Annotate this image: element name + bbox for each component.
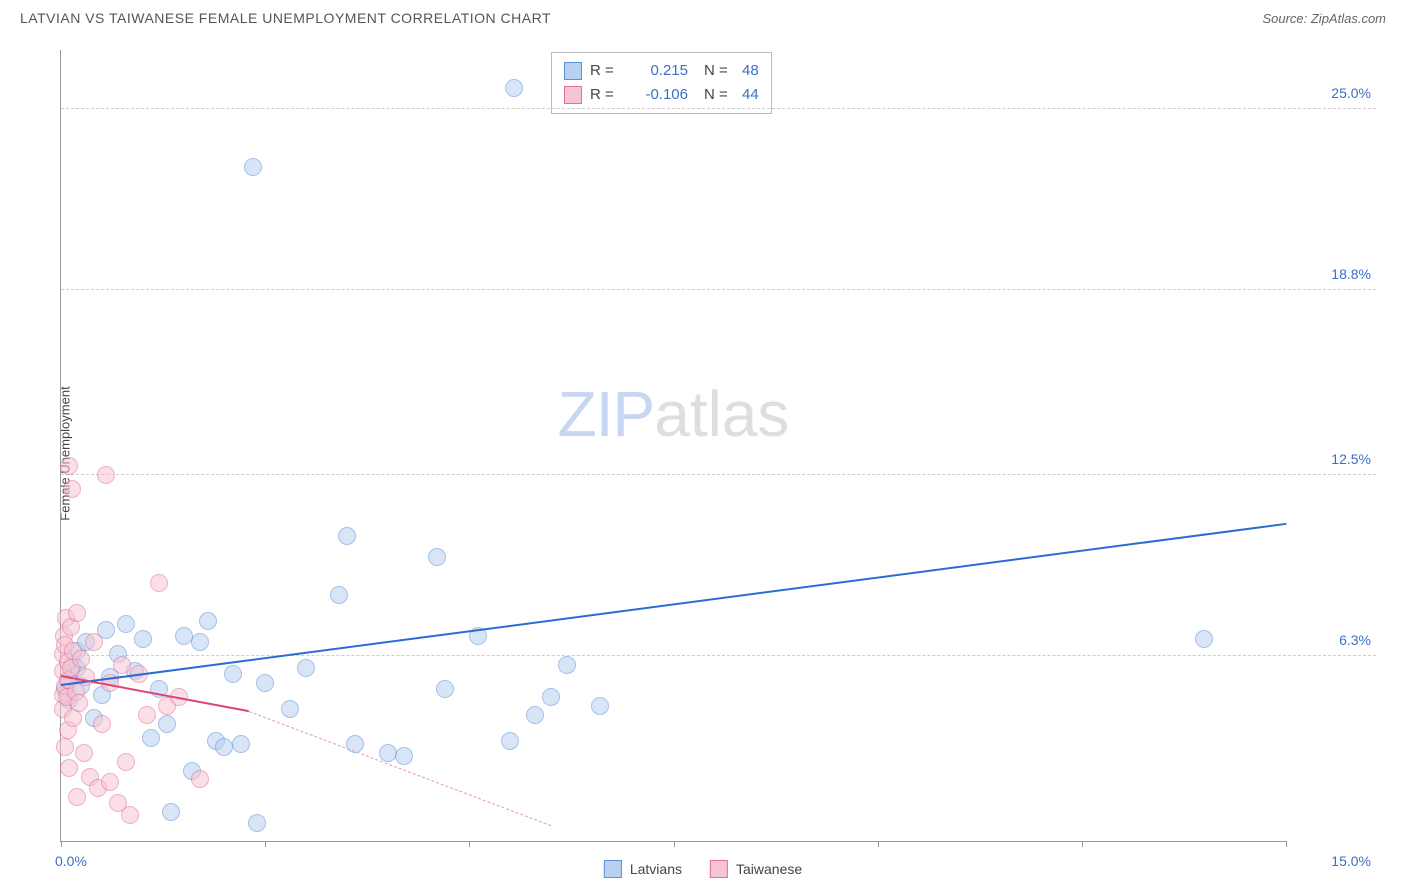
data-point (162, 803, 180, 821)
data-point (70, 694, 88, 712)
header: LATVIAN VS TAIWANESE FEMALE UNEMPLOYMENT… (0, 0, 1406, 34)
x-tick (1082, 841, 1083, 847)
legend-row-latvians: R = 0.215 N = 48 (564, 59, 759, 83)
data-point (330, 586, 348, 604)
data-point (199, 612, 217, 630)
x-tick-label: 15.0% (1331, 853, 1371, 869)
n-value-latvians: 48 (742, 59, 759, 83)
data-point (281, 700, 299, 718)
legend-row-taiwanese: R = -0.106 N = 44 (564, 83, 759, 107)
data-point (1195, 630, 1213, 648)
data-point (501, 732, 519, 750)
data-point (158, 715, 176, 733)
swatch-latvians (564, 62, 582, 80)
r-value-latvians: 0.215 (628, 59, 688, 83)
x-tick (265, 841, 266, 847)
chart-title: LATVIAN VS TAIWANESE FEMALE UNEMPLOYMENT… (20, 10, 551, 26)
data-point (117, 615, 135, 633)
legend-item-taiwanese: Taiwanese (710, 860, 802, 878)
trend-line (61, 523, 1286, 686)
data-point (63, 480, 81, 498)
gridline (61, 655, 1376, 656)
data-point (542, 688, 560, 706)
n-value-taiwanese: 44 (742, 83, 759, 107)
gridline (61, 108, 1376, 109)
y-tick-label: 12.5% (1331, 451, 1371, 467)
data-point (244, 158, 262, 176)
data-point (113, 656, 131, 674)
y-tick-label: 6.3% (1339, 632, 1371, 648)
watermark: ZIPatlas (558, 377, 790, 451)
data-point (379, 744, 397, 762)
data-point (68, 788, 86, 806)
data-point (60, 457, 78, 475)
data-point (191, 770, 209, 788)
data-point (68, 604, 86, 622)
r-value-taiwanese: -0.106 (628, 83, 688, 107)
data-point (150, 574, 168, 592)
data-point (56, 738, 74, 756)
data-point (138, 706, 156, 724)
data-point (505, 79, 523, 97)
data-point (97, 466, 115, 484)
data-point (85, 633, 103, 651)
data-point (256, 674, 274, 692)
data-point (75, 744, 93, 762)
y-tick-label: 25.0% (1331, 85, 1371, 101)
x-tick (469, 841, 470, 847)
legend-item-latvians: Latvians (604, 860, 682, 878)
data-point (232, 735, 250, 753)
data-point (191, 633, 209, 651)
watermark-zip: ZIP (558, 378, 655, 450)
data-point (142, 729, 160, 747)
data-point (134, 630, 152, 648)
swatch-latvians (604, 860, 622, 878)
data-point (121, 806, 139, 824)
n-label: N = (704, 59, 734, 83)
data-point (395, 747, 413, 765)
gridline (61, 289, 1376, 290)
legend-label-taiwanese: Taiwanese (736, 861, 802, 877)
n-label: N = (704, 83, 734, 107)
x-tick (674, 841, 675, 847)
data-point (224, 665, 242, 683)
data-point (215, 738, 233, 756)
swatch-taiwanese (564, 86, 582, 104)
data-point (526, 706, 544, 724)
data-point (297, 659, 315, 677)
r-label: R = (590, 83, 620, 107)
y-tick-label: 18.8% (1331, 266, 1371, 282)
legend-label-latvians: Latvians (630, 861, 682, 877)
x-tick (61, 841, 62, 847)
data-point (428, 548, 446, 566)
data-point (72, 650, 90, 668)
watermark-atlas: atlas (654, 378, 789, 450)
data-point (338, 527, 356, 545)
series-legend: Latvians Taiwanese (604, 860, 802, 878)
data-point (101, 773, 119, 791)
data-point (117, 753, 135, 771)
x-tick (878, 841, 879, 847)
scatter-plot: ZIPatlas R = 0.215 N = 48 R = -0.106 N =… (60, 50, 1286, 842)
x-tick-label: 0.0% (55, 853, 87, 869)
data-point (558, 656, 576, 674)
chart-container: Female Unemployment ZIPatlas R = 0.215 N… (50, 50, 1376, 842)
data-point (175, 627, 193, 645)
data-point (591, 697, 609, 715)
source-attribution: Source: ZipAtlas.com (1262, 11, 1386, 26)
swatch-taiwanese (710, 860, 728, 878)
x-tick (1286, 841, 1287, 847)
gridline (61, 474, 1376, 475)
r-label: R = (590, 59, 620, 83)
data-point (436, 680, 454, 698)
trend-line (249, 711, 552, 826)
data-point (248, 814, 266, 832)
correlation-legend: R = 0.215 N = 48 R = -0.106 N = 44 (551, 52, 772, 114)
data-point (60, 759, 78, 777)
data-point (93, 715, 111, 733)
